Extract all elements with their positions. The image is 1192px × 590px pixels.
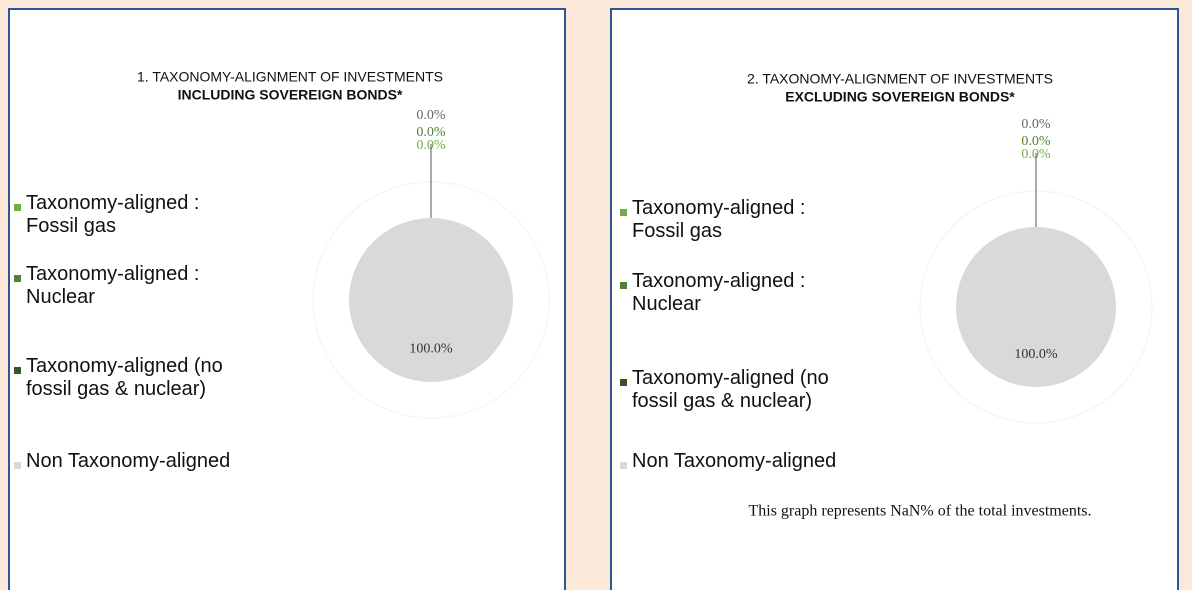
legend-item: Non Taxonomy-aligned <box>14 450 256 473</box>
legend-item: Non Taxonomy-aligned <box>620 450 862 473</box>
data-label: 100.0% <box>1014 347 1058 362</box>
data-label: 0.0% <box>416 125 446 140</box>
chart-subtitle: INCLUDING SOVEREIGN BONDS* <box>178 87 403 103</box>
legend-swatch <box>620 379 627 386</box>
legend-label: Taxonomy-aligned : Fossil gas <box>632 197 806 242</box>
legend-label: Taxonomy-aligned (no fossil gas & nuclea… <box>26 355 223 400</box>
legend-item: Taxonomy-aligned : Nuclear <box>620 270 862 316</box>
legend-item: Taxonomy-aligned (no fossil gas & nuclea… <box>620 367 862 413</box>
legend-item: Taxonomy-aligned : Fossil gas <box>620 197 862 243</box>
legend-item: Taxonomy-aligned : Fossil gas <box>14 192 256 238</box>
legend-label: Taxonomy-aligned (no fossil gas & nuclea… <box>632 367 829 412</box>
data-label: 0.0% <box>1021 134 1051 149</box>
legend-item: Taxonomy-aligned : Nuclear <box>14 263 256 309</box>
legend-swatch <box>14 204 21 211</box>
legend-swatch <box>620 462 627 469</box>
legend-label: Taxonomy-aligned : Nuclear <box>26 263 200 308</box>
pie-slice <box>349 218 513 382</box>
legend-label: Taxonomy-aligned : Nuclear <box>632 270 806 315</box>
pie-slice <box>956 227 1116 387</box>
legend-label: Non Taxonomy-aligned <box>26 450 231 472</box>
legend-item: Taxonomy-aligned (no fossil gas & nuclea… <box>14 355 256 401</box>
legend-swatch <box>14 367 21 374</box>
chart-title: 2. TAXONOMY-ALIGNMENT OF INVESTMENTS <box>747 71 1053 87</box>
legend-swatch <box>620 209 627 216</box>
chart-subtitle: EXCLUDING SOVEREIGN BONDS* <box>785 89 1015 105</box>
data-label: 0.0% <box>1021 117 1051 132</box>
chart-title: 1. TAXONOMY-ALIGNMENT OF INVESTMENTS <box>137 69 443 85</box>
legend-label: Non Taxonomy-aligned <box>632 450 837 472</box>
data-label: 0.0% <box>416 108 446 123</box>
legend-label: Taxonomy-aligned : Fossil gas <box>26 192 200 237</box>
data-label: 100.0% <box>409 341 453 356</box>
legend-swatch <box>620 282 627 289</box>
legend-swatch <box>14 462 21 469</box>
legend-swatch <box>14 275 21 282</box>
annotation: This graph represents NaN% of the total … <box>748 503 1091 520</box>
